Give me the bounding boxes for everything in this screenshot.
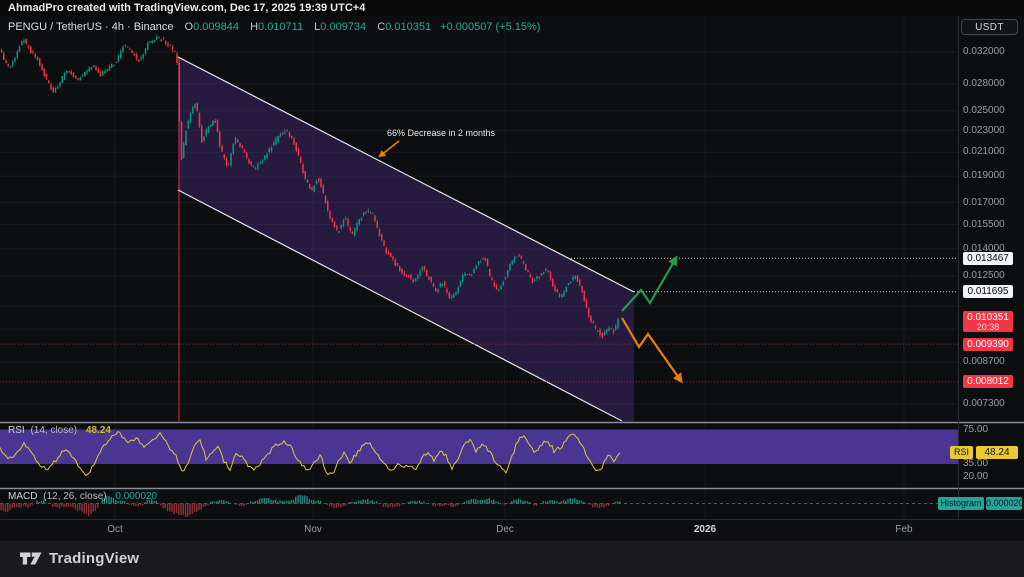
target-price-label-2: 0.011695 (963, 285, 1013, 298)
price-tick-label: 0.007300 (963, 398, 1005, 409)
rsi-title[interactable]: RSI (8, 425, 25, 436)
close-value: 0.010351 (385, 21, 431, 33)
price-tick-label: 0.028000 (963, 78, 1005, 89)
price-tick-label: 0.025000 (963, 105, 1005, 116)
price-tick-label: 0.015500 (963, 219, 1005, 230)
low-value: 0.009734 (320, 21, 366, 33)
tradingview-logo-icon (20, 550, 42, 567)
close-label: C (377, 21, 385, 33)
price-tick-label: 0.017000 (963, 197, 1005, 208)
macd-params: (12, 26, close) (43, 491, 106, 502)
price-tick-label: 0.021000 (963, 146, 1005, 157)
tradingview-chart-screen: AhmadPro created with TradingView.com, D… (0, 0, 1024, 577)
time-tick-label: Dec (496, 524, 514, 535)
price-axis[interactable] (958, 16, 1024, 519)
price-tick-label: 0.014000 (963, 243, 1005, 254)
current-price-label: 0.010351 20:38 (963, 311, 1013, 332)
rsi-legend[interactable]: RSI (14, close) 48.24 (8, 425, 111, 436)
macd-histogram-badge: Histogram (938, 497, 984, 510)
alert-price-label-2: 0.008012 (963, 375, 1013, 388)
time-tick-label: Nov (304, 524, 322, 535)
open-label: O (185, 21, 194, 33)
rsi-params: (14, close) (30, 425, 77, 436)
macd-value-badge: 0.000020 (986, 497, 1022, 510)
time-tick-label: Oct (107, 524, 123, 535)
target-price-label-1: 0.013467 (963, 252, 1013, 265)
rsi-tick-label: 75.00 (963, 424, 988, 435)
time-tick-label: 2026 (694, 524, 716, 535)
price-tick-label: 0.023000 (963, 125, 1005, 136)
footer-bar: TradingView (0, 541, 1024, 577)
macd-title[interactable]: MACD (8, 491, 37, 502)
rsi-tick-label: 35.00 (963, 458, 988, 469)
rsi-value: 48.24 (86, 425, 111, 436)
price-tick-label: 0.012500 (963, 270, 1005, 281)
macd-legend[interactable]: MACD (12, 26, close) 0.000020 (8, 491, 157, 502)
alert-price-label-1: 0.009390 (963, 338, 1013, 351)
price-tick-label: 0.008700 (963, 356, 1005, 367)
price-tick-label: 0.032000 (963, 46, 1005, 57)
high-label: H (250, 21, 258, 33)
macd-value: 0.000020 (115, 491, 157, 502)
high-value: 0.010711 (258, 21, 303, 33)
price-tick-label: 0.019000 (963, 170, 1005, 181)
change-value: +0.000507 (+5.15%) (440, 21, 540, 33)
credit-bar: AhmadPro created with TradingView.com, D… (0, 0, 1024, 16)
candle-countdown: 20:38 (963, 323, 1013, 332)
credit-text: AhmadPro created with TradingView.com, D… (8, 2, 365, 14)
symbol-title[interactable]: PENGU / TetherUS · 4h · Binance (8, 21, 173, 33)
rsi-tick-label: 20.00 (963, 471, 988, 482)
tradingview-logo-text: TradingView (49, 550, 139, 567)
open-value: 0.009844 (193, 21, 239, 33)
tradingview-logo[interactable]: TradingView (20, 550, 139, 567)
time-tick-label: Feb (895, 524, 912, 535)
symbol-legend[interactable]: PENGU / TetherUS · 4h · Binance O0.00984… (8, 21, 540, 33)
annotation-text[interactable]: 66% Decrease in 2 months (387, 128, 495, 138)
